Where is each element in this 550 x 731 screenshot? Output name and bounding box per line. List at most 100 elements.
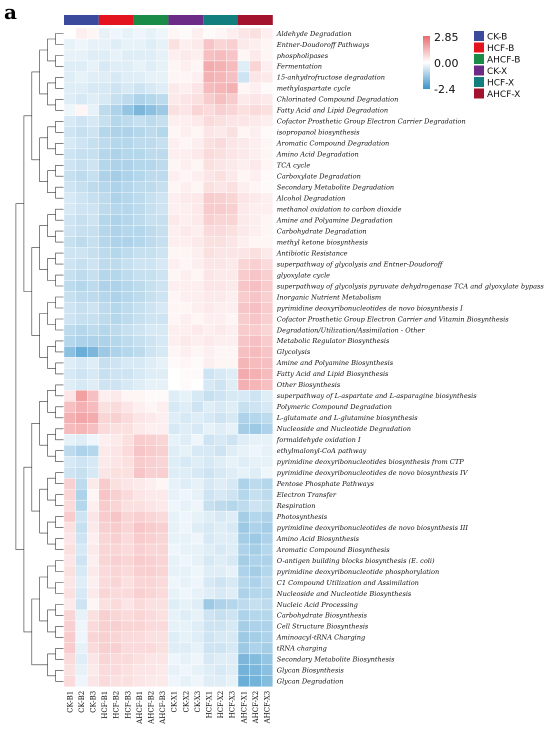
heatmap-cell: [121, 82, 134, 95]
heatmap-cell: [75, 543, 88, 556]
heatmap-cell: [156, 236, 169, 248]
heatmap-cell: [63, 620, 76, 633]
heatmap-cell: [156, 71, 169, 84]
heatmap-cell: [214, 159, 227, 171]
heatmap-cell: [98, 401, 111, 413]
heatmap-cell: [214, 258, 227, 270]
heatmap-cell: [214, 434, 227, 446]
heatmap-cell: [203, 445, 215, 457]
heatmap-cell: [156, 170, 169, 182]
dendrogram-branch: [31, 247, 40, 336]
heatmap-cell: [87, 423, 99, 435]
heatmap-cell: [156, 60, 169, 73]
heatmap-cell: [75, 587, 88, 600]
heatmap-cell: [87, 488, 99, 501]
heatmap-cell: [203, 225, 215, 237]
heatmap-cell: [179, 675, 192, 687]
heatmap-cell: [110, 357, 123, 369]
heatmap-cell: [191, 357, 204, 369]
heatmap-cell: [249, 368, 262, 380]
heatmap-cell: [226, 126, 239, 138]
heatmap-cell: [168, 499, 181, 512]
dendrogram-branch: [47, 126, 56, 150]
dendrogram-branch: [55, 55, 64, 67]
heatmap-cell: [214, 49, 227, 62]
heatmap-cell: [249, 324, 262, 336]
heatmap-cell: [156, 214, 169, 226]
heatmap-cell: [98, 115, 111, 127]
heatmap-cell: [98, 576, 111, 589]
heatmap-cell: [249, 137, 262, 149]
heatmap-cell: [156, 302, 169, 314]
heatmap-cell: [191, 543, 204, 556]
heatmap-cell: [237, 412, 250, 424]
heatmap-cell: [110, 148, 123, 160]
heatmap-cell: [214, 170, 227, 182]
heatmap-cell: [156, 27, 169, 40]
heatmap-cell: [121, 543, 134, 556]
heatmap-cell: [261, 445, 273, 457]
row-label: pyrimidine deoxyribonucleotides de novo …: [277, 304, 463, 312]
heatmap-cell: [63, 368, 76, 380]
heatmap-cell: [261, 225, 273, 237]
heatmap-cell: [98, 203, 111, 215]
heatmap-cell: [203, 324, 215, 336]
heatmap-cell: [249, 510, 262, 523]
heatmap-cell: [98, 148, 111, 160]
heatmap-cell: [261, 357, 273, 369]
heatmap-cells: [63, 27, 273, 687]
heatmap-cell: [156, 598, 169, 611]
heatmap-cell: [214, 488, 227, 501]
heatmap-cell: [226, 148, 239, 160]
heatmap-cell: [168, 335, 181, 347]
heatmap-cell: [168, 324, 181, 336]
row-label: Amino Acid Biosynthesis: [276, 535, 360, 543]
heatmap-cell: [261, 258, 273, 270]
row-label: Glycolysis: [277, 348, 311, 356]
heatmap-cell: [156, 412, 169, 424]
heatmap-cell: [98, 478, 111, 490]
heatmap-cell: [179, 60, 192, 73]
heatmap-cell: [110, 499, 123, 512]
heatmap-cell: [133, 412, 146, 424]
heatmap-cell: [63, 510, 76, 523]
heatmap-cell: [203, 335, 215, 347]
heatmap-cell: [168, 49, 181, 62]
heatmap-cell: [110, 620, 123, 633]
heatmap-cell: [121, 93, 134, 106]
heatmap-cell: [179, 148, 192, 160]
heatmap-cell: [87, 280, 99, 292]
heatmap-cell: [98, 631, 111, 644]
heatmap-cell: [98, 445, 111, 457]
heatmap-cell: [237, 247, 250, 259]
heatmap-cell: [168, 368, 181, 380]
heatmap-cell: [179, 291, 192, 303]
heatmap-cell: [63, 379, 76, 391]
heatmap-cell: [63, 543, 76, 556]
heatmap-cell: [214, 269, 227, 281]
heatmap-cell: [261, 664, 273, 676]
heatmap-cell: [145, 499, 157, 512]
heatmap-cell: [87, 324, 99, 336]
heatmap-cell: [214, 390, 227, 402]
heatmap-cell: [110, 587, 123, 600]
heatmap-cell: [191, 423, 204, 435]
column-label: CK-X1: [171, 691, 179, 713]
heatmap-cell: [214, 543, 227, 556]
heatmap-cell: [156, 335, 169, 347]
heatmap-cell: [87, 214, 99, 226]
heatmap-cell: [98, 38, 111, 51]
heatmap-cell: [203, 675, 215, 687]
heatmap-cell: [249, 148, 262, 160]
column-label: AHCF-B1: [136, 691, 144, 725]
legend-swatch: [474, 54, 484, 64]
heatmap-cell: [121, 104, 134, 117]
heatmap-cell: [168, 60, 181, 73]
heatmap-cell: [237, 214, 250, 226]
heatmap-cell: [156, 642, 169, 655]
heatmap-cell: [179, 71, 192, 84]
row-label: pyrimidine deoxyribonucleotide phosphory…: [277, 568, 439, 576]
dendrogram-branch: [55, 604, 64, 616]
heatmap-cell: [145, 368, 157, 380]
heatmap-cell: [145, 412, 157, 424]
